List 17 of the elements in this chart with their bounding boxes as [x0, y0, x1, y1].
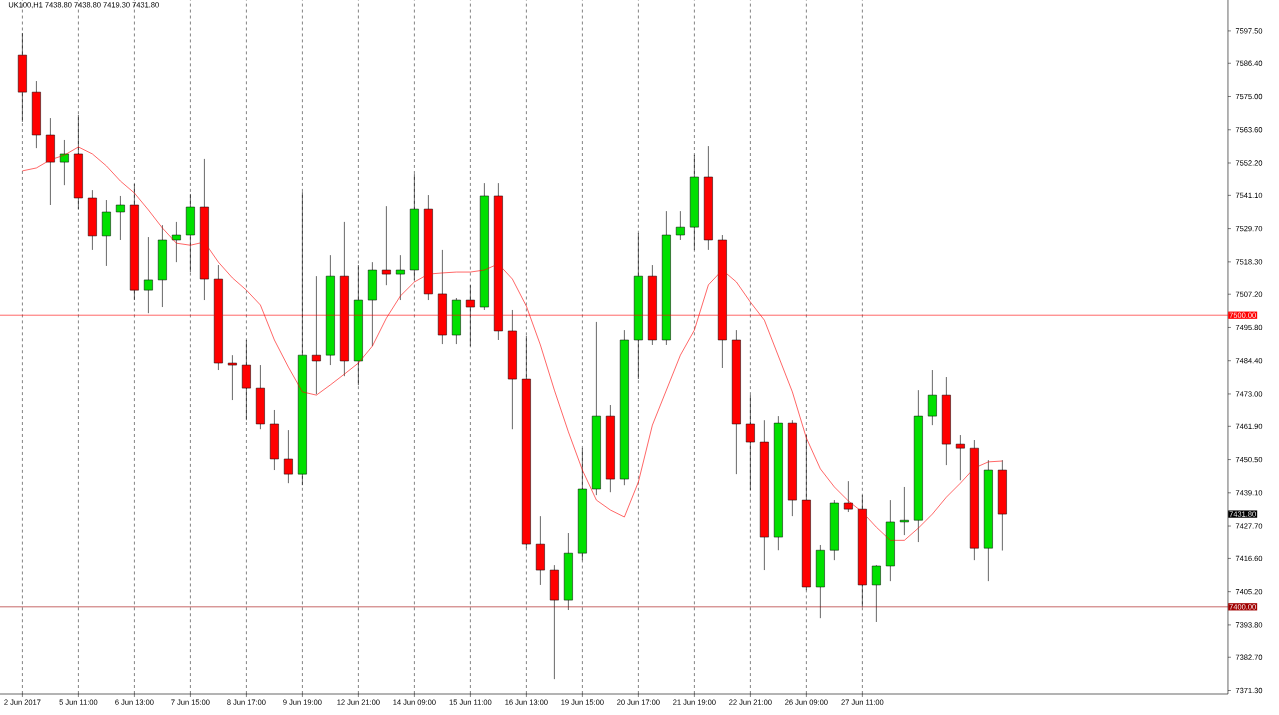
candlestick [675, 210, 685, 241]
candlestick [899, 486, 909, 536]
candlestick [283, 429, 293, 484]
candlestick [381, 205, 391, 286]
candlestick [955, 434, 965, 481]
candlestick [241, 339, 251, 421]
candlestick [143, 236, 153, 314]
candlestick [227, 354, 237, 401]
candlestick [59, 139, 69, 186]
candlestick [745, 394, 755, 491]
candlestick [871, 564, 881, 623]
candlestick [115, 195, 125, 241]
candlestick [171, 221, 181, 263]
candlestick [395, 254, 405, 301]
candlestick [101, 199, 111, 267]
candlestick [843, 480, 853, 513]
candlestick [927, 369, 937, 426]
